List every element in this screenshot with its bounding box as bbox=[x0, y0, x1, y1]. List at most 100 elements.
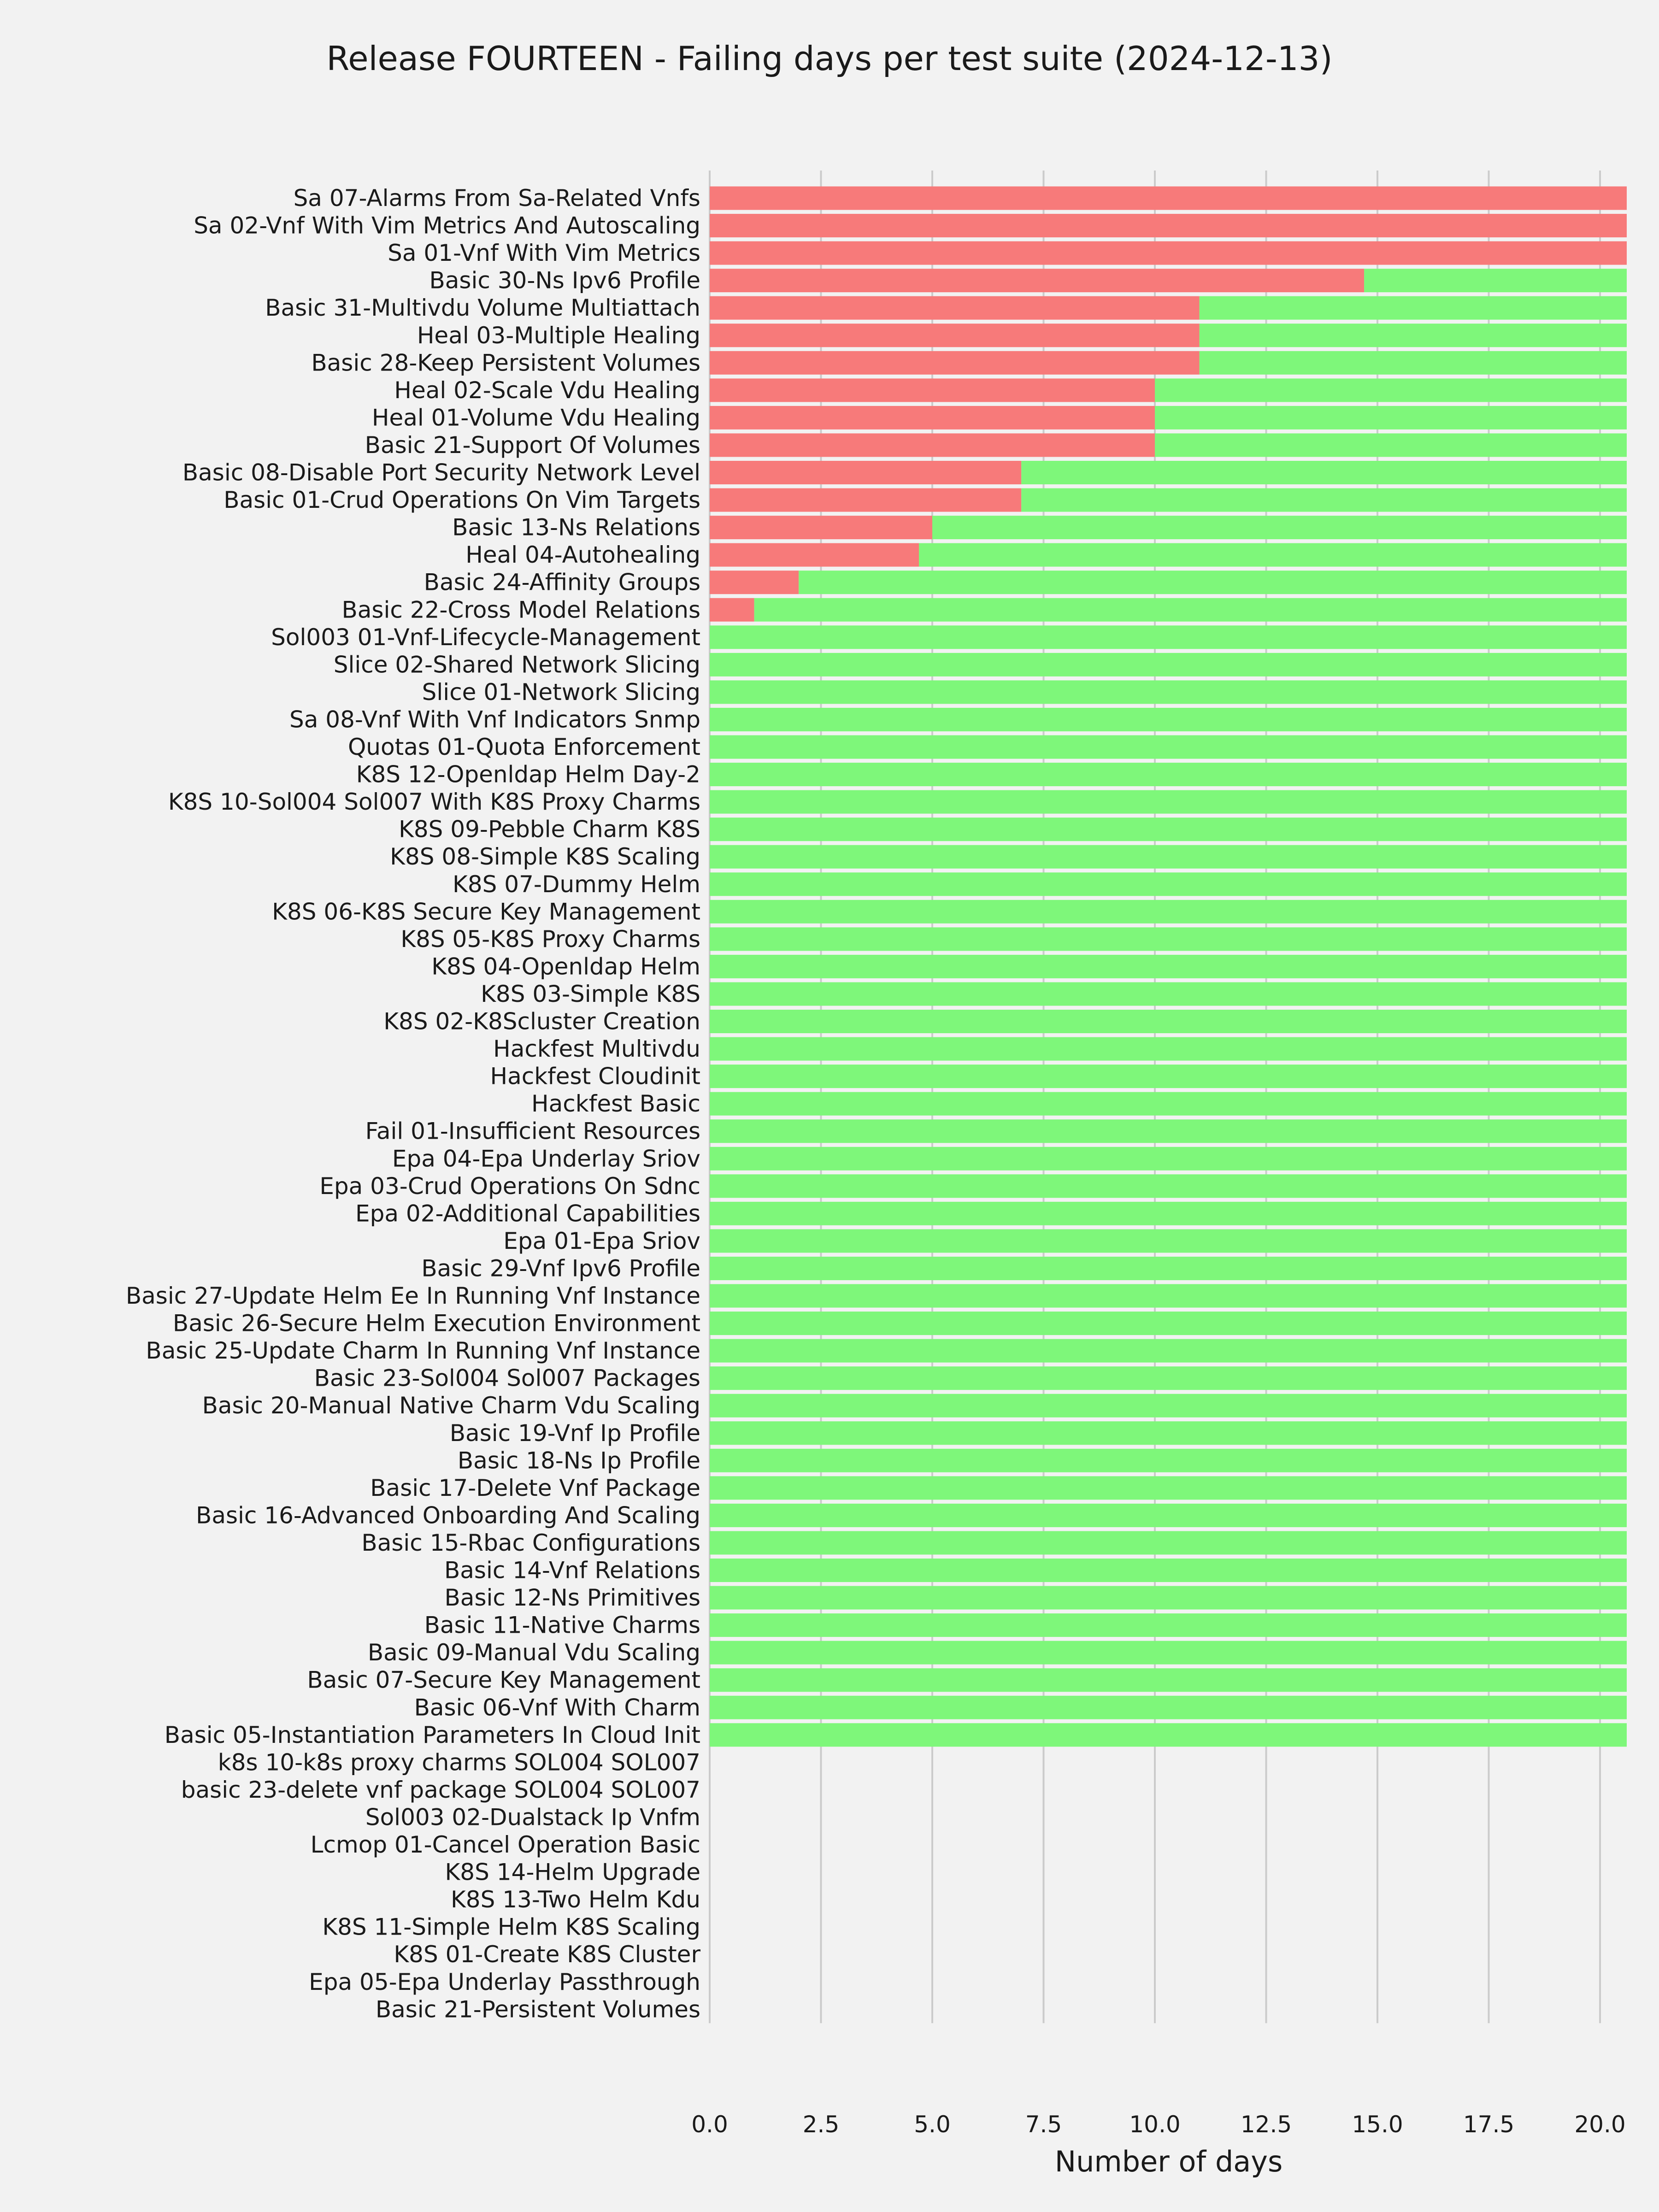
bar-passing bbox=[710, 900, 1627, 924]
category-label: Basic 13-Ns Relations bbox=[452, 514, 700, 541]
category-label: K8S 14-Helm Upgrade bbox=[445, 1859, 700, 1886]
category-label: Epa 01-Epa Sriov bbox=[503, 1228, 700, 1254]
bar-passing bbox=[710, 1092, 1627, 1116]
bar-passing bbox=[1155, 406, 1627, 429]
bar-passing bbox=[710, 1448, 1627, 1472]
bar-passing bbox=[710, 1668, 1627, 1692]
category-label: Sa 07-Alarms From Sa-Related Vnfs bbox=[294, 185, 700, 212]
bar-passing bbox=[710, 872, 1627, 896]
category-label: K8S 04-Openldap Helm bbox=[431, 953, 700, 980]
category-label: K8S 12-Openldap Helm Day-2 bbox=[356, 761, 700, 788]
category-label: Basic 16-Advanced Onboarding And Scaling bbox=[196, 1502, 700, 1529]
bar-failing bbox=[710, 598, 754, 622]
bar-failing bbox=[710, 186, 1627, 210]
bar-passing bbox=[710, 1366, 1627, 1390]
category-label: Lcmop 01-Cancel Operation Basic bbox=[311, 1831, 700, 1858]
bar-passing bbox=[710, 1119, 1627, 1143]
x-tick-label: 20.0 bbox=[1574, 2111, 1625, 2138]
bar-failing bbox=[710, 269, 1365, 293]
category-label: Heal 04-Autohealing bbox=[465, 541, 700, 568]
bar-failing bbox=[710, 241, 1627, 265]
category-label: Basic 06-Vnf With Charm bbox=[414, 1694, 700, 1721]
category-label: K8S 10-Sol004 Sol007 With K8S Proxy Char… bbox=[168, 788, 700, 815]
category-label: Basic 25-Update Charm In Running Vnf Ins… bbox=[146, 1337, 700, 1364]
bar-passing bbox=[1199, 351, 1627, 375]
bar-passing bbox=[710, 1312, 1627, 1335]
category-label: Slice 02-Shared Network Slicing bbox=[334, 651, 700, 678]
bar-failing bbox=[710, 461, 1022, 484]
category-label: Hackfest Basic bbox=[531, 1090, 700, 1117]
bar-passing bbox=[1021, 488, 1627, 512]
bar-passing bbox=[799, 571, 1627, 594]
category-label: Quotas 01-Quota Enforcement bbox=[348, 734, 700, 760]
bar-failing bbox=[710, 516, 933, 540]
x-tick-label: 7.5 bbox=[1025, 2111, 1062, 2138]
bar-passing bbox=[710, 1503, 1627, 1527]
category-label: K8S 11-Simple Helm K8S Scaling bbox=[322, 1914, 700, 1941]
bar-passing bbox=[710, 1339, 1627, 1363]
bar-passing bbox=[710, 625, 1627, 649]
bar-failing bbox=[710, 378, 1155, 402]
x-tick-label: 5.0 bbox=[914, 2111, 951, 2138]
bar-passing bbox=[710, 954, 1627, 978]
bar-passing bbox=[754, 598, 1627, 622]
bar-passing bbox=[710, 845, 1627, 869]
category-label: Basic 20-Manual Native Charm Vdu Scaling bbox=[202, 1392, 700, 1419]
x-tick-label: 17.5 bbox=[1463, 2111, 1514, 2138]
bar-failing bbox=[710, 488, 1022, 512]
category-label: K8S 01-Create K8S Cluster bbox=[394, 1941, 700, 1968]
category-label: K8S 13-Two Helm Kdu bbox=[451, 1886, 700, 1913]
bar-passing bbox=[710, 1476, 1627, 1500]
bar-failing bbox=[710, 543, 919, 567]
category-label: Basic 22-Cross Model Relations bbox=[341, 596, 700, 623]
category-label: Epa 02-Additional Capabilities bbox=[355, 1200, 700, 1227]
category-label: Basic 01-Crud Operations On Vim Targets bbox=[224, 487, 700, 513]
bar-passing bbox=[710, 818, 1627, 841]
bar-failing bbox=[710, 571, 799, 594]
category-label: Hackfest Multivdu bbox=[493, 1035, 700, 1062]
bar-passing bbox=[919, 543, 1627, 567]
bar-passing bbox=[710, 1284, 1627, 1308]
bar-passing bbox=[1199, 324, 1627, 347]
category-label: Basic 14-Vnf Relations bbox=[444, 1557, 700, 1584]
category-label: K8S 03-Simple K8S bbox=[481, 981, 700, 1007]
bar-passing bbox=[710, 707, 1627, 731]
category-label: Heal 01-Volume Vdu Healing bbox=[372, 404, 700, 431]
category-label: k8s 10-k8s proxy charms SOL004 SOL007 bbox=[218, 1749, 700, 1776]
category-label: Basic 21-Support Of Volumes bbox=[365, 432, 700, 459]
bar-passing bbox=[710, 1531, 1627, 1555]
category-label: K8S 06-K8S Secure Key Management bbox=[272, 898, 700, 925]
category-label: Basic 27-Update Helm Ee In Running Vnf I… bbox=[126, 1282, 700, 1309]
bar-passing bbox=[710, 1010, 1627, 1033]
x-axis-label: Number of days bbox=[1055, 2145, 1283, 2178]
bar-failing bbox=[710, 406, 1155, 429]
category-label: K8S 05-K8S Proxy Charms bbox=[400, 926, 700, 953]
bar-passing bbox=[1155, 433, 1627, 457]
bar-failing bbox=[710, 214, 1627, 238]
category-label: Fail 01-Insufficient Resources bbox=[365, 1118, 700, 1145]
category-label: Basic 18-Ns Ip Profile bbox=[458, 1447, 700, 1474]
bar-passing bbox=[932, 516, 1627, 540]
category-label: Basic 05-Instantiation Parameters In Clo… bbox=[165, 1722, 700, 1748]
category-label: Epa 03-Crud Operations On Sdnc bbox=[319, 1173, 700, 1200]
category-label: Sa 08-Vnf With Vnf Indicators Snmp bbox=[289, 706, 700, 733]
bar-failing bbox=[710, 351, 1200, 375]
bar-passing bbox=[710, 680, 1627, 704]
x-tick-label: 12.5 bbox=[1241, 2111, 1292, 2138]
bar-passing bbox=[710, 1421, 1627, 1445]
bar-passing bbox=[710, 1723, 1627, 1747]
bar-passing bbox=[710, 1641, 1627, 1665]
chart-title: Release FOURTEEN - Failing days per test… bbox=[326, 39, 1332, 78]
category-label: Basic 17-Delete Vnf Package bbox=[370, 1475, 700, 1501]
bar-passing bbox=[710, 1559, 1627, 1582]
bar-passing bbox=[710, 1201, 1627, 1225]
bar-passing bbox=[710, 653, 1627, 677]
category-label: Basic 11-Native Charms bbox=[424, 1612, 700, 1639]
bar-passing bbox=[710, 1174, 1627, 1198]
x-axis-ticks: 0.0 2.5 5.0 7.5 10.0 12.5 15.0 17.5 20.0 bbox=[691, 2111, 1625, 2138]
bar-passing bbox=[710, 1256, 1627, 1280]
bar-passing bbox=[1021, 461, 1627, 484]
category-label: Epa 05-Epa Underlay Passthrough bbox=[309, 1969, 700, 1995]
bar-failing bbox=[710, 324, 1200, 347]
